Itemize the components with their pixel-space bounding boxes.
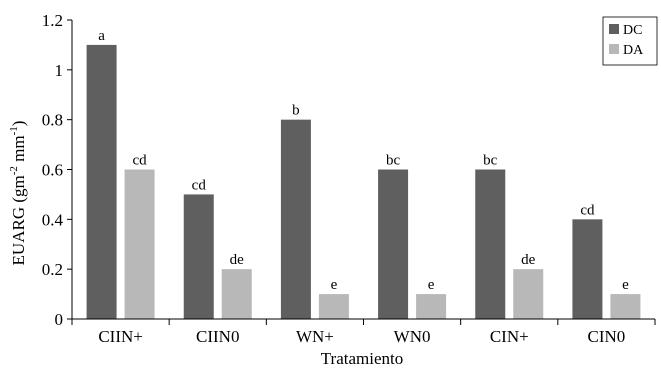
- bar-da: [416, 294, 447, 319]
- x-axis: CIIN+ CIIN0 WN+ WN0 CIN+ CIN0: [71, 318, 656, 346]
- bar-label: bc: [483, 153, 498, 169]
- bar-label: de: [230, 252, 245, 268]
- y-tick-label: 0.6: [42, 161, 63, 180]
- bar-dc: [280, 119, 311, 320]
- bar-label: cd: [192, 177, 207, 193]
- bar-da: [221, 269, 252, 319]
- x-axis-title: Tratamiento: [321, 349, 403, 368]
- bar-label: cd: [132, 153, 147, 169]
- bar-dc: [378, 169, 409, 319]
- y-tick-label: 1: [55, 61, 64, 80]
- y-axis: 0 0.2 0.4 0.6 0.8 1 1.2: [42, 11, 73, 329]
- bar-label: b: [292, 103, 300, 119]
- bar-dc: [183, 194, 214, 319]
- x-tick-label: CIIN0: [196, 327, 239, 346]
- bar-dc: [86, 44, 117, 320]
- legend: DC DA: [602, 16, 658, 66]
- x-tick-label: CIIN+: [98, 327, 143, 346]
- x-tick-label: CIN0: [588, 327, 626, 346]
- x-tick-label: CIN+: [490, 327, 529, 346]
- bar-da: [124, 169, 155, 319]
- bar-label: de: [521, 252, 536, 268]
- bar-da: [318, 294, 349, 319]
- x-tick-label: WN+: [296, 327, 334, 346]
- bars: [86, 44, 641, 320]
- y-axis-title: EUARG (gm-2 mm-1): [8, 121, 28, 266]
- bar-labels: a cd cd de b e bc e bc de cd e: [98, 28, 629, 293]
- y-tick-label: 1.2: [42, 11, 63, 30]
- bar-label: bc: [386, 153, 401, 169]
- bar-label: e: [331, 277, 338, 293]
- y-tick-label: 0.4: [42, 210, 64, 229]
- bar-da: [513, 269, 544, 319]
- bar-label: e: [428, 277, 435, 293]
- legend-label-da: DA: [623, 43, 644, 58]
- x-tick-label: WN0: [394, 327, 431, 346]
- legend-swatch-dc: [609, 24, 619, 34]
- legend-label-dc: DC: [623, 23, 642, 38]
- y-tick-label: 0.8: [42, 111, 63, 130]
- bar-dc: [572, 219, 603, 319]
- y-tick-label: 0.2: [42, 260, 63, 279]
- bar-label: e: [622, 277, 629, 293]
- y-tick-label: 0: [55, 310, 64, 329]
- legend-swatch-da: [609, 44, 619, 54]
- bar-label: a: [98, 28, 105, 44]
- bar-label: cd: [580, 202, 595, 218]
- bar-dc: [475, 169, 506, 319]
- bar-da: [610, 294, 641, 319]
